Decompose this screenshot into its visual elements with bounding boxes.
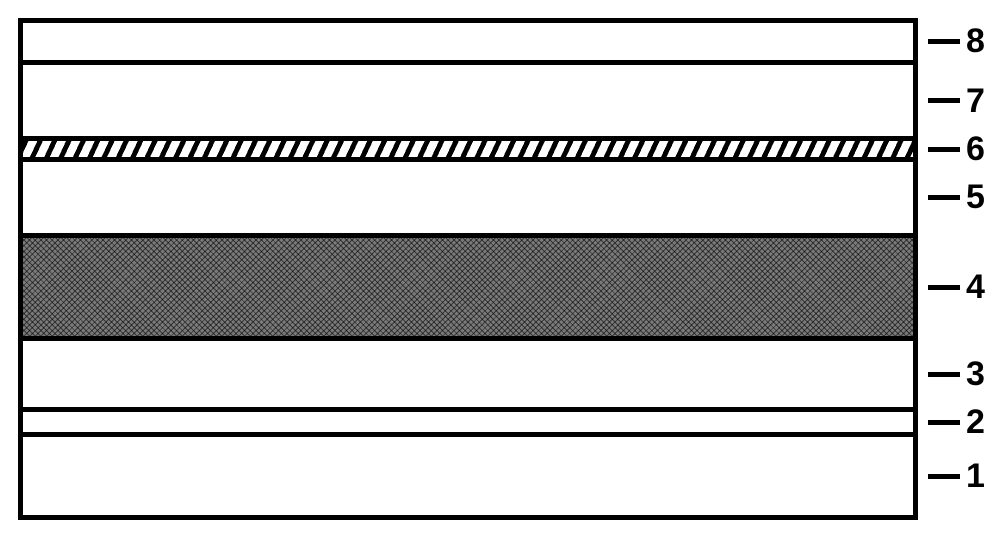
layer-3 — [23, 341, 913, 406]
layer-1 — [23, 437, 913, 515]
label-tick — [928, 420, 960, 425]
label-tick — [928, 285, 960, 290]
label-tick — [928, 195, 960, 200]
layer-labels: 8 7 6 5 4 3 2 1 — [928, 18, 988, 520]
layer-7 — [23, 65, 913, 137]
label-tick — [928, 98, 960, 103]
label-text: 4 — [966, 270, 985, 304]
layer-4 — [23, 238, 913, 336]
label-text: 6 — [966, 132, 985, 166]
label-text: 3 — [966, 357, 985, 391]
label-3: 3 — [928, 357, 985, 391]
label-7: 7 — [928, 84, 985, 118]
label-text: 5 — [966, 180, 985, 214]
label-text: 2 — [966, 405, 985, 439]
layer-2 — [23, 412, 913, 432]
layer-6 — [23, 141, 913, 156]
label-tick — [928, 147, 960, 152]
layer-5 — [23, 162, 913, 234]
layer-stack-diagram — [18, 18, 918, 520]
label-8: 8 — [928, 24, 985, 58]
label-6: 6 — [928, 132, 985, 166]
label-tick — [928, 39, 960, 44]
label-text: 8 — [966, 24, 985, 58]
label-5: 5 — [928, 180, 985, 214]
label-2: 2 — [928, 405, 985, 439]
layer-8 — [23, 23, 913, 60]
label-1: 1 — [928, 459, 985, 493]
label-4: 4 — [928, 270, 985, 304]
label-tick — [928, 474, 960, 479]
label-tick — [928, 372, 960, 377]
label-text: 1 — [966, 459, 985, 493]
label-text: 7 — [966, 84, 985, 118]
